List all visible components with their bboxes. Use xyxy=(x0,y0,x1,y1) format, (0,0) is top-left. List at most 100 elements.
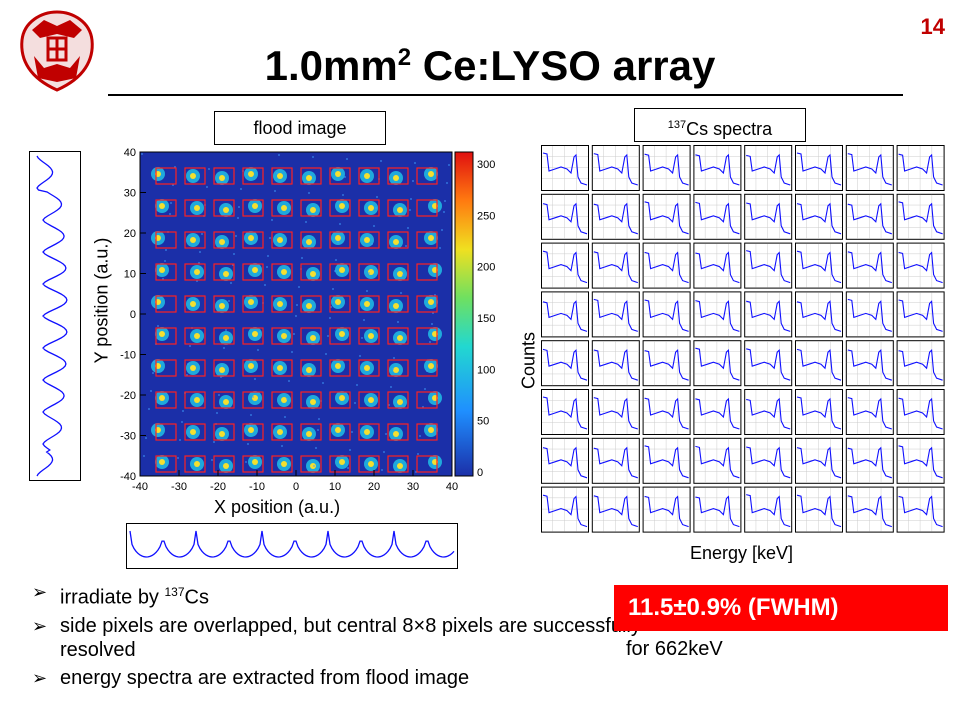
flood-spot-core xyxy=(397,207,403,213)
flood-spot-core xyxy=(339,267,345,273)
flood-spot-core xyxy=(393,239,399,245)
flood-spot-core xyxy=(306,367,312,373)
roi-box xyxy=(242,359,264,377)
noise-dot xyxy=(375,207,377,209)
roi-box xyxy=(271,167,293,185)
roi-box xyxy=(184,423,206,441)
y-tick-label: -10 xyxy=(120,350,136,362)
flood-spot-core xyxy=(393,175,399,181)
roi-box xyxy=(387,295,409,313)
spectrum-panel xyxy=(541,389,589,435)
roi-box xyxy=(416,359,438,377)
roi-box xyxy=(329,423,351,441)
spectrum-curve xyxy=(898,495,943,528)
flood-spot-core xyxy=(339,395,345,401)
spectra-label: 137Cs spectra xyxy=(634,108,806,142)
noise-dot xyxy=(141,153,143,155)
roi-box xyxy=(271,295,293,313)
noise-dot xyxy=(164,260,166,262)
spectrum-panel xyxy=(845,437,894,484)
spectrum-panel xyxy=(591,437,640,484)
noise-dot xyxy=(414,162,416,164)
roi-box xyxy=(387,455,409,473)
noise-dot xyxy=(213,441,215,443)
spectra-y-label: Counts xyxy=(518,331,539,390)
roi-box xyxy=(213,359,235,377)
spectrum-curve xyxy=(695,251,740,284)
flood-y-label: Y position (a.u.) xyxy=(91,237,112,364)
roi-box xyxy=(387,263,409,281)
bullet-text: energy spectra are extracted from flood … xyxy=(60,666,470,689)
flood-spot-core xyxy=(194,461,200,467)
roi-box xyxy=(358,423,380,441)
flood-spot-core xyxy=(335,235,341,241)
flood-spot-core xyxy=(393,367,399,373)
roi-box xyxy=(213,391,235,409)
roi-box xyxy=(213,327,235,345)
flood-spot-core xyxy=(393,431,399,437)
y-tick-label: 40 xyxy=(124,147,136,159)
noise-dot xyxy=(359,355,361,357)
bullet-item: energy spectra are extracted from flood … xyxy=(32,666,660,690)
flood-spot-core xyxy=(306,303,312,309)
noise-dot xyxy=(267,255,269,257)
noise-dot xyxy=(329,317,331,319)
noise-dot xyxy=(410,198,412,200)
noise-dot xyxy=(419,435,421,437)
flood-spot-core xyxy=(277,429,283,435)
roi-box xyxy=(416,391,438,409)
flood-spot-core xyxy=(248,363,254,369)
noise-dot xyxy=(286,398,288,400)
noise-dot xyxy=(240,188,242,190)
spectrum-curve xyxy=(898,397,943,430)
spectrum-curve xyxy=(593,298,638,332)
spectrum-panel xyxy=(896,242,945,289)
spectrum-curve xyxy=(644,251,689,284)
roi-box xyxy=(155,423,177,441)
roi-box xyxy=(300,327,322,345)
flood-spot-core xyxy=(223,399,229,405)
roi-box xyxy=(358,359,380,377)
noise-dot xyxy=(182,410,184,412)
spectrum-curve xyxy=(593,495,638,528)
spectrum-curve xyxy=(746,250,791,284)
roi-box xyxy=(184,295,206,313)
roi-box xyxy=(213,263,235,281)
roi-box xyxy=(242,167,264,185)
noise-dot xyxy=(152,372,154,374)
noise-dot xyxy=(264,284,266,286)
spectrum-curve xyxy=(542,348,588,381)
roi-box xyxy=(329,263,351,281)
noise-dot xyxy=(424,388,426,390)
spectrum-panel xyxy=(896,145,945,191)
spectrum-curve xyxy=(542,202,588,235)
noise-dot xyxy=(187,363,189,365)
x-tick-label: 0 xyxy=(293,481,299,493)
energy-resolution-note: for 662keV xyxy=(626,638,723,660)
noise-dot xyxy=(342,194,344,196)
spectrum-panel xyxy=(693,389,742,435)
spectrum-curve xyxy=(542,250,588,284)
roi-box xyxy=(329,231,351,249)
bullet-sup: 137 xyxy=(164,585,185,599)
bullet-list: irradiate by 137Cs side pixels are overl… xyxy=(32,580,660,694)
roi-box xyxy=(155,327,177,345)
noise-dot xyxy=(169,213,171,215)
spectrum-panel xyxy=(845,145,894,191)
roi-box xyxy=(242,263,264,281)
roi-box xyxy=(184,359,206,377)
title-superscript: 2 xyxy=(397,44,412,71)
roi-box xyxy=(213,199,235,217)
flood-spot-core xyxy=(277,301,283,307)
flood-x-label: X position (a.u.) xyxy=(214,497,341,517)
spectrum-panel xyxy=(693,145,742,191)
noise-dot xyxy=(344,176,346,178)
colorbar-tick-label: 150 xyxy=(477,313,495,325)
roi-box xyxy=(416,231,438,249)
noise-dot xyxy=(439,247,441,249)
spectrum-panel xyxy=(693,193,742,240)
noise-dot xyxy=(250,414,252,416)
roi-box xyxy=(416,263,438,281)
roi-box xyxy=(242,231,264,249)
spectrum-panel xyxy=(744,389,793,435)
